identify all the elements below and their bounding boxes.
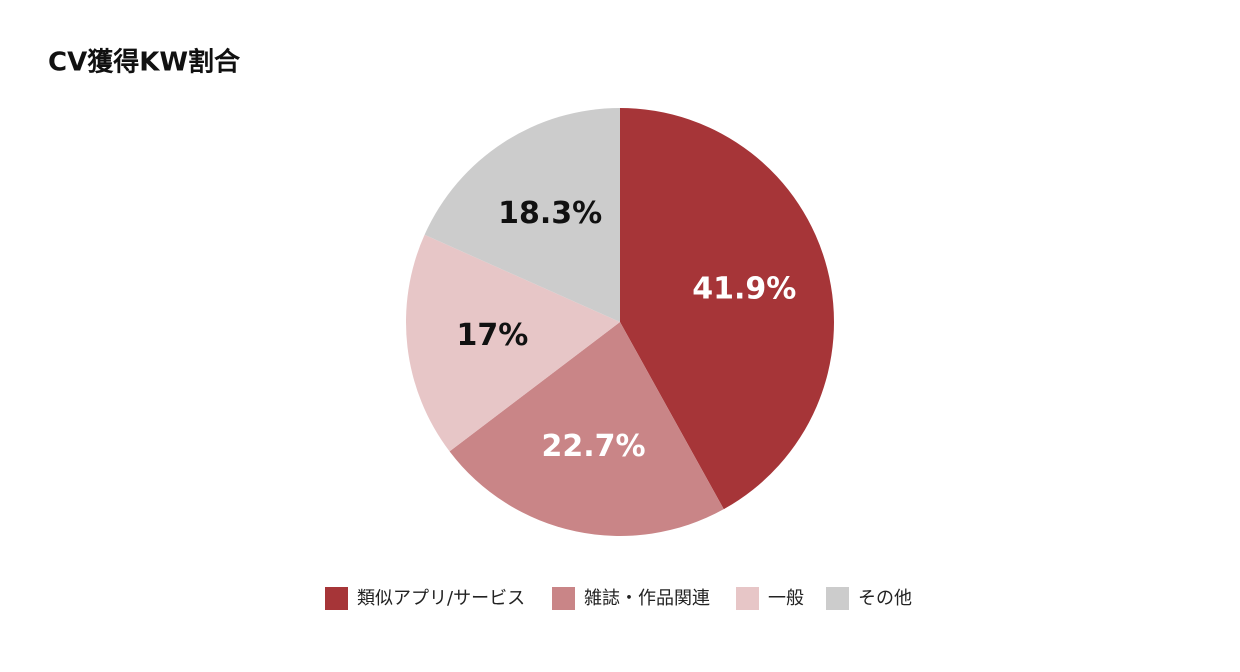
legend-label: その他 [858, 588, 912, 609]
pie-slice [406, 234, 620, 452]
legend-label: 類似アプリ/サービス [357, 588, 525, 609]
legend-swatch [325, 587, 348, 610]
legend-label: 雑誌・作品関連 [584, 588, 710, 609]
slice-label: 18.3% [498, 196, 602, 231]
pie-slice [620, 108, 835, 510]
legend-swatch [826, 587, 849, 610]
slice-label: 17% [457, 318, 529, 353]
slice-label: 41.9% [692, 271, 796, 306]
slice-label: 22.7% [542, 429, 646, 464]
legend-swatch [736, 587, 759, 610]
pie-slice [424, 108, 620, 322]
chart-title: CV獲得KW割合 [48, 47, 241, 78]
legend-swatch [552, 587, 575, 610]
legend-label: 一般 [768, 588, 804, 609]
pie-slice [449, 322, 724, 536]
